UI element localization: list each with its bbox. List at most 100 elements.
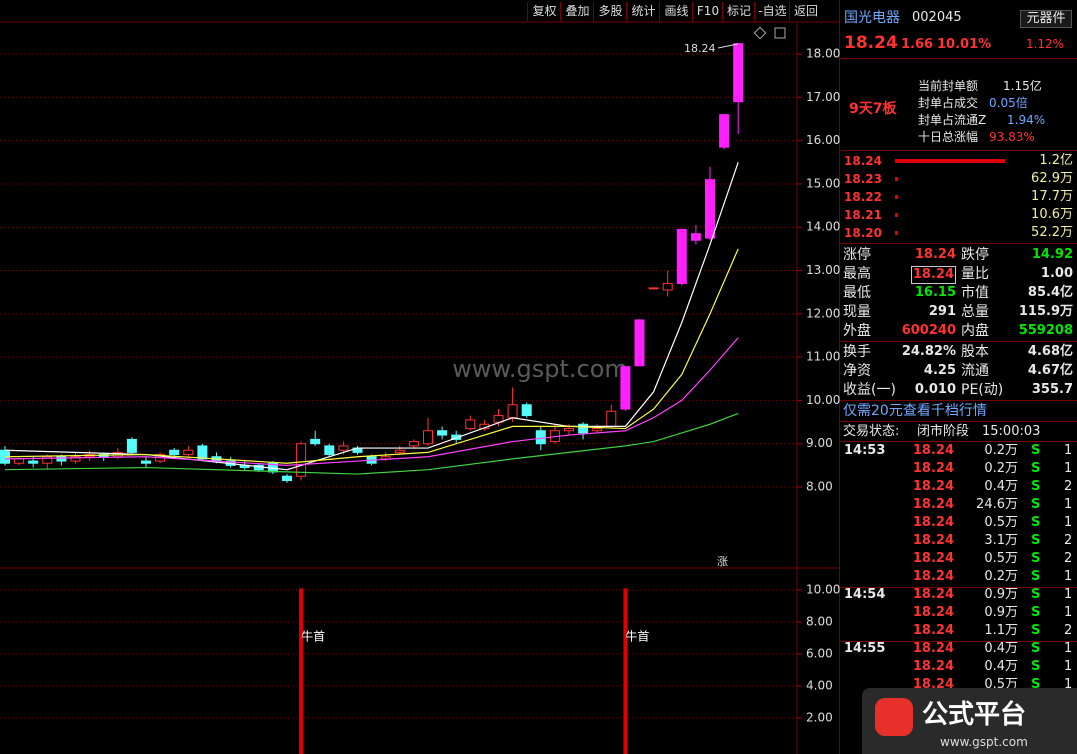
candle-body [620,366,631,410]
limit-label: 十日总涨幅 [918,130,979,144]
stat-value: 4.67亿 [1027,363,1073,378]
stock-name: 国光电器 [844,10,900,26]
stat-label: 总量 [961,304,989,320]
moving-average [4,337,739,466]
price: 18.24 [844,33,898,53]
logo-url: www.gspt.com [940,735,1028,749]
stat-value: 14.92 [1031,247,1073,262]
stat-label: 内盘 [961,323,989,339]
tick-volume: 0.2万 [984,461,1018,476]
moving-average [4,248,739,464]
toolbar-button[interactable]: 画线 [659,2,693,21]
candle-body [535,430,546,445]
toolbar-button[interactable]: 返回 [789,2,822,21]
tick-volume: 0.5万 [984,515,1018,530]
stat-label: 现量 [843,304,871,320]
book-price: 18.21 [844,208,882,222]
book-price: 18.24 [844,154,882,168]
y-tick-label: 10.00 [806,393,840,407]
stat-value: 559208 [1018,323,1073,338]
y-tick-label: 15.00 [806,176,840,190]
book-bar [895,195,898,199]
tick-price: 18.24 [912,641,954,656]
y-tick-label: 2.00 [806,711,833,725]
candle-body [521,404,532,417]
toolbar-button[interactable]: -自选 [754,2,790,21]
candle-body [451,434,462,440]
tick-volume: 0.2万 [984,569,1018,584]
promo[interactable]: 仅需20元查看千档行情 [843,403,987,419]
signal-label: 牛首 [625,629,649,644]
moving-average [4,412,739,475]
y-tick-label: 12.00 [806,306,840,320]
tick-volume: 0.9万 [984,605,1018,620]
change-pct: 10.01% [937,37,992,52]
divider [840,400,1077,401]
candle-body [662,283,673,291]
signal-bar [623,588,628,754]
y-tick-label: 9.00 [806,436,833,450]
book-price: 18.20 [844,226,882,240]
candle-body [183,449,194,456]
candle-body [592,428,603,432]
logo-icon [875,698,913,736]
book-bar [895,231,898,235]
book-volume: 62.9万 [1031,171,1073,186]
toolbar-button[interactable]: 标记 [722,2,755,21]
divider [840,150,1077,151]
annotation: 18.24 [684,42,716,55]
candle-body [310,438,321,445]
icon[interactable] [753,26,767,40]
divider [840,341,1077,342]
candle-body [733,43,744,103]
tick-count: 1 [1064,587,1073,602]
candle-body [408,441,419,447]
y-tick-label: 8.00 [806,615,833,629]
stat-value: 291 [928,304,956,319]
tick-side: S [1031,659,1041,674]
y-tick-label: 10.00 [806,583,840,597]
logo-name: 公式平台 [922,700,1027,730]
candle-body [296,443,307,477]
limit-value: 1.94% [1007,113,1046,127]
stat-label: 跌停 [961,247,989,263]
tick-volume: 0.4万 [984,479,1018,494]
stat-value: 0.010 [914,382,956,397]
change: 1.66 [901,37,934,52]
tick-count: 2 [1064,533,1073,548]
divider [840,58,1077,59]
tick-volume: 1.1万 [984,623,1018,638]
toolbar-button[interactable]: 统计 [626,2,660,21]
toolbar-button[interactable]: F10 [692,2,723,21]
marker: 涨 [717,555,728,568]
stock-code: 002045 [912,10,962,25]
candle-body [634,319,645,367]
tick-side: S [1031,569,1041,584]
divider [840,641,1077,642]
candle-body [394,449,405,453]
tick-side: S [1031,497,1041,512]
candle-body [705,179,715,239]
book-price: 18.22 [844,190,882,204]
tick-price: 18.24 [912,479,954,494]
icon[interactable] [774,27,786,39]
divider [840,587,1077,588]
toolbar-button[interactable]: 多股 [593,2,627,21]
tick-side: S [1031,623,1041,638]
tick-count: 1 [1064,461,1073,476]
candle-body [648,287,659,290]
sector[interactable]: 元器件 [1020,10,1072,28]
tick-count: 1 [1064,515,1073,530]
tick-volume: 0.2万 [984,443,1018,458]
stat-value: 18.24 [910,266,956,284]
book-volume: 17.7万 [1031,189,1073,204]
tick-volume: 3.1万 [984,533,1018,548]
y-tick-label: 17.00 [806,90,840,104]
tick-time: 14:55 [844,641,886,656]
candle-body [141,460,151,464]
candle-body [126,438,137,453]
stat-value: 16.15 [914,285,956,300]
tick-side: S [1031,515,1041,530]
toolbar-button[interactable]: 复权 [527,2,561,21]
toolbar-button[interactable]: 叠加 [560,2,594,21]
